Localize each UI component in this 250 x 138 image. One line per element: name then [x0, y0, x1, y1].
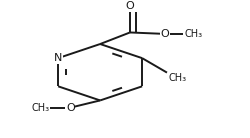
- Text: O: O: [160, 29, 169, 39]
- Text: O: O: [66, 103, 75, 113]
- Text: CH₃: CH₃: [185, 29, 203, 39]
- Text: CH₃: CH₃: [31, 103, 49, 113]
- Text: O: O: [126, 2, 134, 11]
- Text: CH₃: CH₃: [168, 73, 186, 83]
- Text: N: N: [54, 53, 62, 63]
